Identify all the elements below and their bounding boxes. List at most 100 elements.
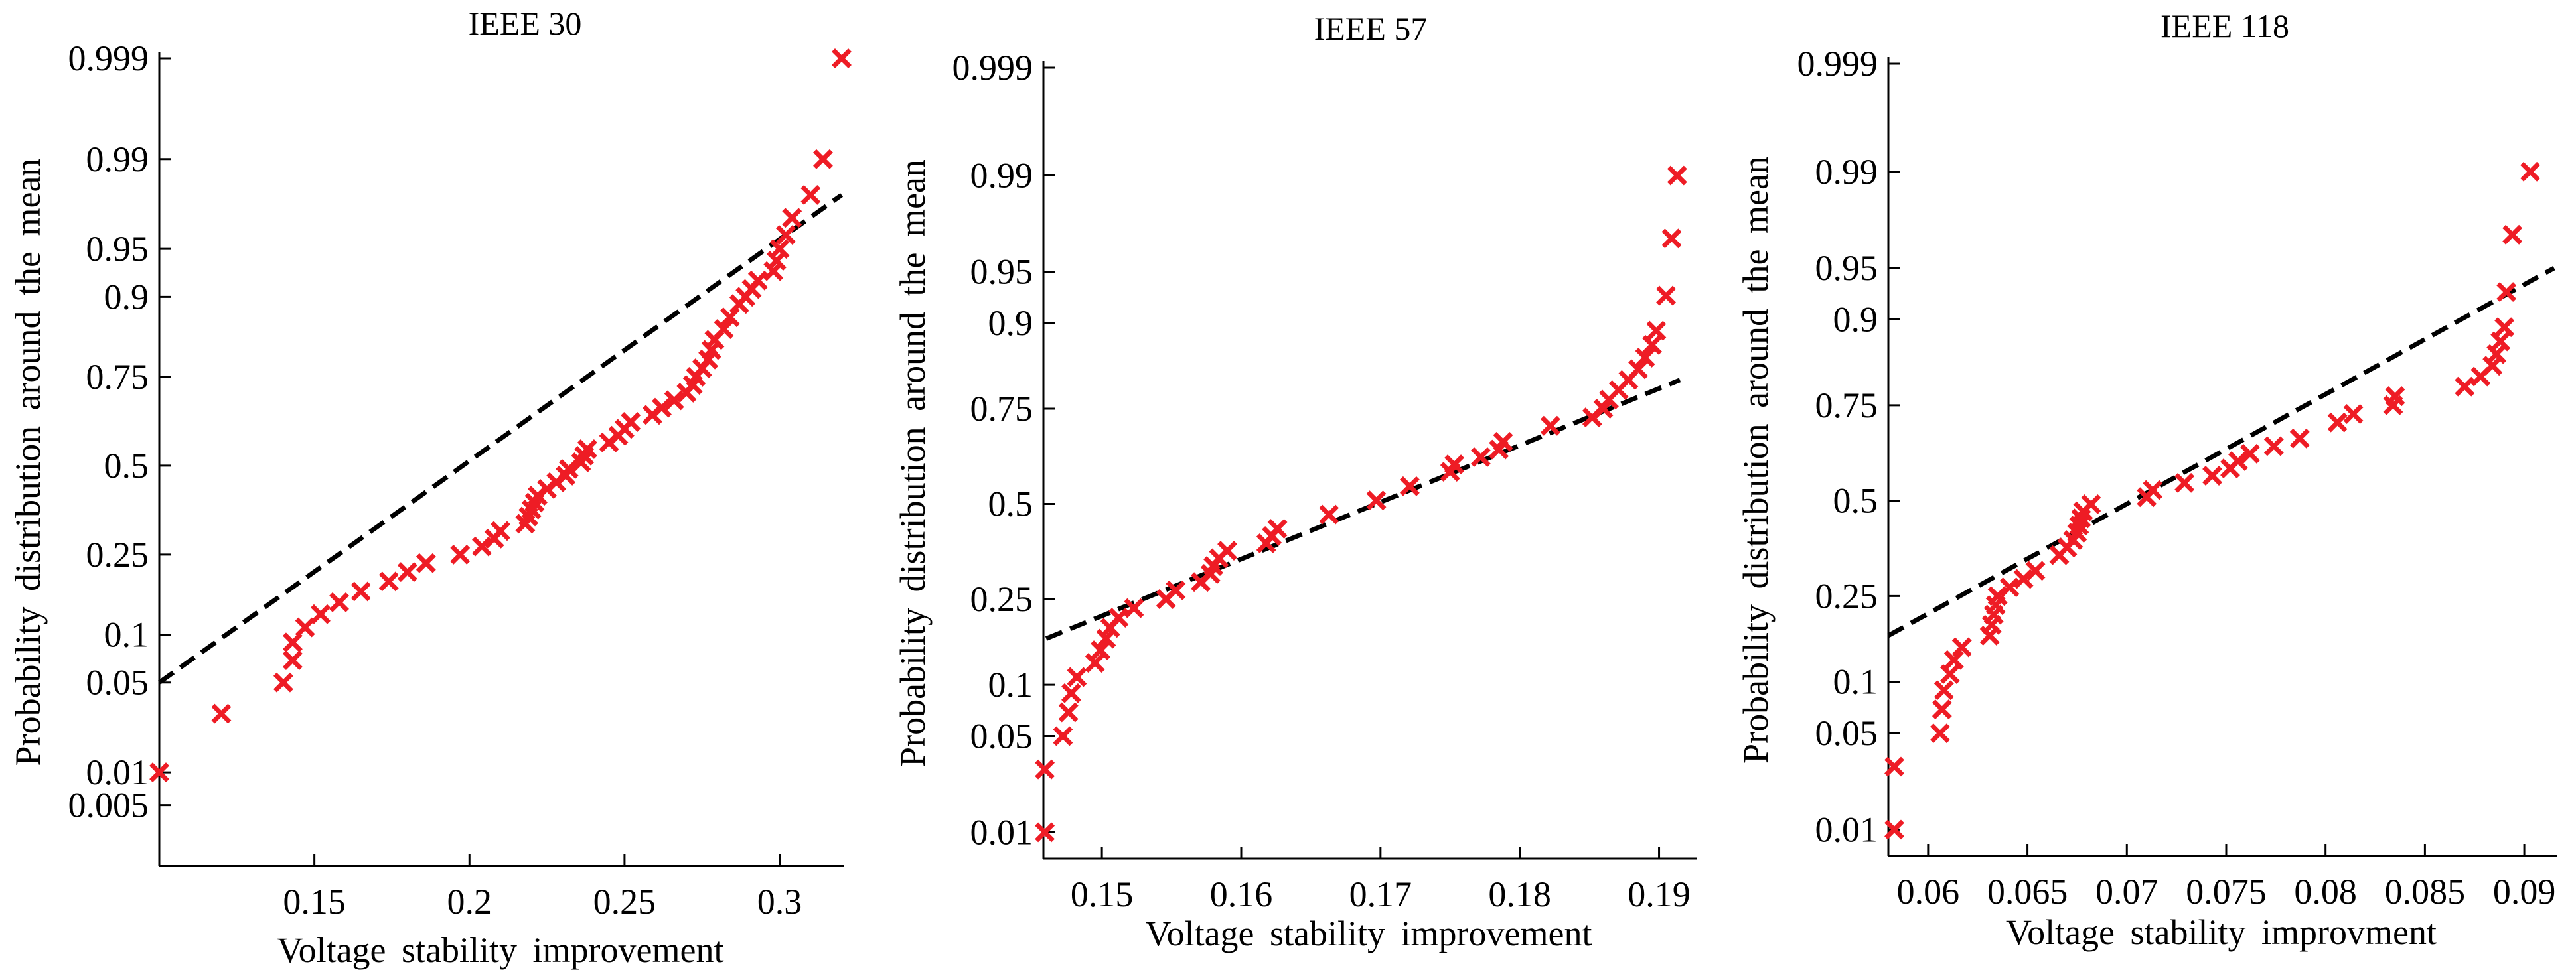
data-point [2239, 443, 2260, 464]
data-point [664, 390, 684, 411]
chart-panel-ieee-57: IEEE 57 0.01 0.05 0.1 0.25 0.5 0.75 0.9 0.95 0.99… [893, 10, 1697, 953]
data-point [2263, 436, 2284, 456]
x-tick-label: 0.085 [2385, 872, 2466, 912]
data-point [577, 439, 597, 459]
data-point [1085, 653, 1105, 673]
x-axis-label: Voltage stability improvement [1146, 914, 1592, 953]
data-point [1884, 756, 1904, 777]
y-tick-label: 0.95 [970, 252, 1033, 292]
y-tick-label: 0.01 [86, 752, 149, 792]
data-point [1884, 819, 1904, 840]
data-point [2174, 472, 2195, 493]
data-point [491, 521, 510, 541]
data-point [1930, 723, 1950, 744]
fit-line [1045, 378, 1681, 641]
x-tick-label: 0.15 [1071, 874, 1134, 914]
fit-line [1887, 265, 2555, 638]
data-point [2202, 466, 2222, 486]
data-point [2143, 480, 2163, 500]
data-point [769, 239, 790, 259]
data-point [782, 208, 802, 228]
data-point [1058, 702, 1079, 723]
data-point [211, 703, 232, 724]
data-point [397, 562, 417, 583]
data-point [2343, 404, 2364, 424]
data-point [800, 184, 821, 205]
data-point [775, 225, 796, 245]
y-tick-label: 0.01 [970, 812, 1033, 852]
data-point [416, 553, 436, 573]
data-point [1319, 504, 1339, 525]
y-tick-label: 0.25 [1815, 576, 1878, 616]
data-point [2385, 386, 2405, 407]
y-tick-label: 0.1 [988, 665, 1033, 705]
data-point [311, 604, 331, 624]
data-point [1667, 165, 1687, 186]
y-tick-label: 0.99 [86, 139, 149, 179]
y-tick-label: 0.95 [1815, 248, 1878, 288]
y-tick-label: 0.5 [1833, 481, 1878, 521]
data-point [1932, 699, 1952, 720]
x-axis-label: Voltage stability improvment [2006, 912, 2437, 952]
y-tick-label: 0.05 [1815, 713, 1878, 753]
y-tick-label: 0.999 [68, 38, 149, 78]
data-point [714, 319, 734, 339]
data-point [378, 571, 399, 592]
x-axis-label: Voltage stability improvement [277, 930, 724, 970]
y-tick-label: 0.75 [86, 357, 149, 397]
data-point [1035, 822, 1055, 843]
data-point [1444, 454, 1465, 475]
data-point [2490, 331, 2511, 352]
data-point [1061, 683, 1081, 703]
x-tick-label: 0.17 [1349, 874, 1412, 914]
data-point [1951, 637, 1972, 658]
data-point [1399, 476, 1420, 496]
y-tick-label: 0.9 [988, 303, 1033, 343]
y-tick-label: 0.99 [1815, 152, 1878, 192]
chart-title: IEEE 30 [469, 5, 582, 42]
data-point [2494, 317, 2515, 338]
data-point [1939, 664, 1960, 684]
x-tick-label: 0.06 [1897, 872, 1960, 912]
data-point [1540, 415, 1560, 436]
data-point [652, 397, 672, 418]
data-point [720, 307, 740, 328]
data-point [1656, 285, 1676, 306]
data-point [747, 270, 768, 291]
data-point [295, 617, 315, 638]
y-tick-label: 0.75 [970, 389, 1033, 429]
y-tick-label: 0.01 [1815, 809, 1878, 849]
x-tick-label: 0.07 [2095, 872, 2159, 912]
data-point [1067, 667, 1087, 687]
data-point [2013, 569, 2034, 589]
data-point [2496, 282, 2517, 303]
data-point [1661, 228, 1682, 249]
data-point [1166, 580, 1186, 600]
x-tick-label: 0.075 [2186, 872, 2267, 912]
data-point [1933, 680, 1954, 701]
x-tick-label: 0.09 [2493, 872, 2556, 912]
y-tick-label: 0.005 [68, 786, 149, 825]
data-point [621, 412, 641, 432]
data-point [1366, 490, 1387, 511]
data-point [1635, 348, 1655, 368]
y-tick-label: 0.99 [970, 156, 1033, 196]
x-tick-label: 0.3 [757, 882, 802, 922]
chart-title: IEEE 118 [2160, 7, 2289, 44]
data-point [1053, 726, 1073, 746]
x-tick-label: 0.25 [593, 882, 656, 922]
data-point [149, 762, 169, 783]
x-tick-label: 0.065 [1987, 872, 2068, 912]
y-tick-label: 0.75 [1815, 385, 1878, 425]
data-point [329, 592, 349, 612]
data-point [558, 458, 579, 479]
x-tick-label: 0.08 [2294, 872, 2357, 912]
data-point [1470, 447, 1491, 467]
y-tick-label: 0.95 [86, 229, 149, 269]
data-point [2289, 428, 2310, 449]
x-tick-label: 0.16 [1210, 874, 1273, 914]
y-axis-label: Probability distribution around the mean [1736, 156, 1776, 764]
y-tick-label: 0.05 [970, 716, 1033, 756]
y-tick-label: 0.9 [1833, 299, 1878, 339]
data-point [1943, 650, 1964, 670]
